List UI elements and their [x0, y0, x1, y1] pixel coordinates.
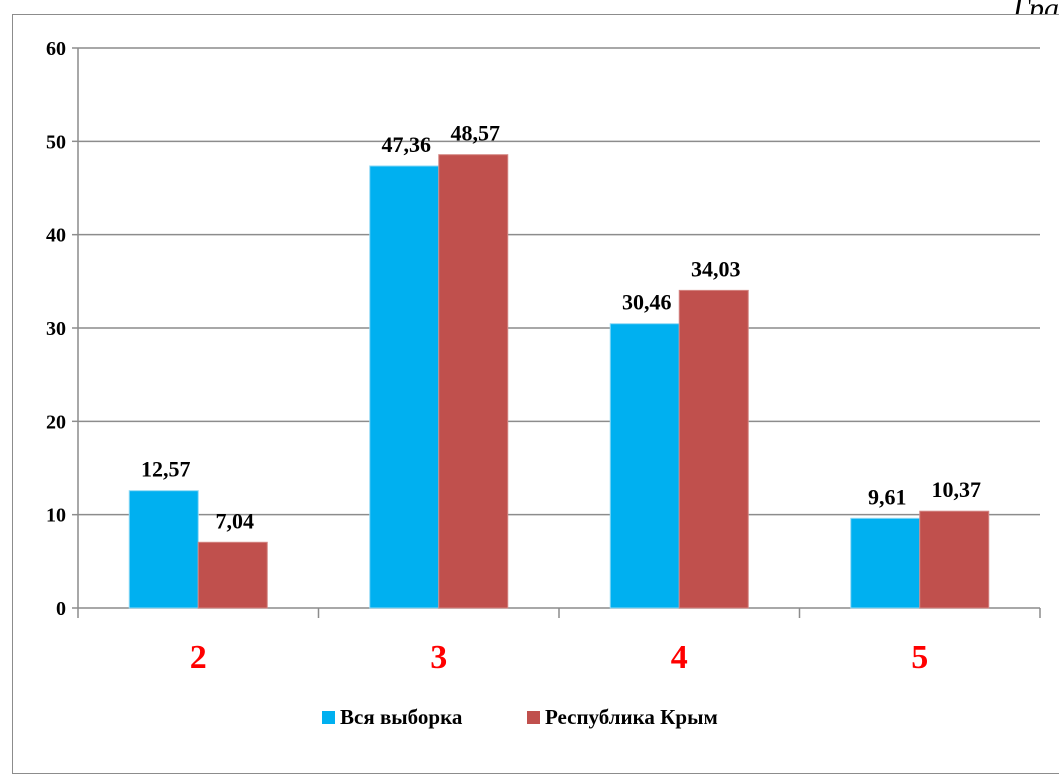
bar-respublika-krym-2	[197, 541, 268, 609]
y-tick-label: 50	[46, 131, 66, 153]
x-tick-label: 4	[671, 639, 688, 676]
legend: Вся выборка Республика Крым	[322, 705, 718, 729]
data-label: 34,03	[691, 256, 741, 281]
x-tick-label: 2	[190, 639, 207, 676]
y-tick-label: 30	[46, 318, 66, 340]
bar-respublika-krym-3	[438, 154, 509, 609]
bar-respublika-krym-5	[919, 510, 990, 609]
data-label: 9,61	[868, 484, 907, 509]
bar-chart: 0 10 20 30 40 50 60 2 3 4 5 12,57 7,04 47,36 48,57 30,…	[46, 38, 1041, 729]
y-tick-label: 60	[46, 38, 66, 60]
data-label: 48,57	[451, 121, 501, 146]
x-tick-label: 3	[430, 639, 447, 676]
data-label: 30,46	[622, 290, 672, 315]
bar-vsya-vyborka-2	[128, 490, 199, 609]
legend-label: Вся выборка	[340, 705, 463, 729]
bar-vsya-vyborka-3	[369, 165, 440, 609]
bar-vsya-vyborka-5	[850, 517, 921, 609]
legend-swatch	[322, 711, 335, 724]
y-tick-label: 10	[46, 505, 66, 527]
data-labels: 12,57 7,04 47,36 48,57 30,46 34,03 9,61 10,37	[141, 121, 981, 534]
y-tick-label: 0	[56, 598, 66, 620]
bar-respublika-krym-4	[678, 289, 749, 609]
x-tick-label: 5	[911, 639, 928, 676]
y-tick-label: 40	[46, 225, 66, 247]
y-tick-label: 20	[46, 411, 66, 433]
legend-label: Республика Крым	[545, 705, 718, 729]
data-label: 12,57	[141, 457, 191, 482]
data-label: 10,37	[932, 477, 982, 502]
data-label: 47,36	[382, 132, 432, 157]
bars	[128, 154, 990, 609]
bar-vsya-vyborka-4	[609, 323, 680, 609]
legend-swatch	[527, 711, 540, 724]
gridlines	[78, 47, 1040, 516]
data-label: 7,04	[216, 508, 255, 533]
